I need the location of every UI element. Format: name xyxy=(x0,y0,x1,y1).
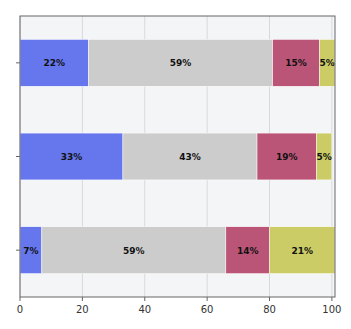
tick-mark xyxy=(16,62,20,63)
bar-segment xyxy=(270,227,335,274)
bar-segment xyxy=(20,39,89,86)
bar-segment xyxy=(20,227,42,274)
tick-mark xyxy=(144,297,145,301)
bar-segment xyxy=(42,227,226,274)
data-label: 5% xyxy=(316,152,331,162)
chart: 0 20 40 60 80 100 22% 59% 15% 5% 33% 43% 19% 5% 7% 59% 1… xyxy=(0,0,351,329)
data-label: 59% xyxy=(123,246,145,256)
bars xyxy=(20,39,335,273)
tick-label: 60 xyxy=(201,304,214,315)
bar-segment xyxy=(123,133,257,180)
data-label: 59% xyxy=(170,58,192,68)
plot-frame xyxy=(20,16,335,297)
tick-mark xyxy=(331,297,332,301)
bar-segment xyxy=(257,133,316,180)
data-label: 22% xyxy=(44,58,66,68)
tick-mark xyxy=(16,250,20,251)
tick-label: 20 xyxy=(76,304,89,315)
data-label: 14% xyxy=(237,246,259,256)
tick-label: 40 xyxy=(138,304,151,315)
bar-segment xyxy=(89,39,273,86)
tick-mark xyxy=(16,156,20,157)
tick-label: 0 xyxy=(17,304,23,315)
data-label: 5% xyxy=(320,58,335,68)
bar-segment xyxy=(20,133,123,180)
tick-mark xyxy=(82,297,83,301)
bar-segment xyxy=(226,227,270,274)
tick-label: 80 xyxy=(263,304,276,315)
bar-segment xyxy=(316,133,332,180)
data-label: 15% xyxy=(285,58,307,68)
y-axis xyxy=(16,63,20,250)
data-label: 7% xyxy=(23,246,38,256)
bar-segment xyxy=(319,39,335,86)
data-label: 21% xyxy=(291,246,313,256)
chart-container: 0 20 40 60 80 100 22% 59% 15% 5% 33% 43% 19% 5% 7% 59% 1… xyxy=(0,0,351,329)
bar-segment xyxy=(273,39,320,86)
tick-mark xyxy=(269,297,270,301)
tick-mark xyxy=(20,297,21,301)
data-label: 19% xyxy=(276,152,298,162)
tick-label: 100 xyxy=(322,304,341,315)
data-labels: 22% 59% 15% 5% 33% 43% 19% 5% 7% 59% 14% 21% xyxy=(23,58,335,255)
plot-background xyxy=(20,16,335,297)
tick-mark xyxy=(207,297,208,301)
data-label: 43% xyxy=(179,152,201,162)
x-axis: 0 20 40 60 80 100 xyxy=(17,297,342,315)
data-label: 33% xyxy=(61,152,83,162)
